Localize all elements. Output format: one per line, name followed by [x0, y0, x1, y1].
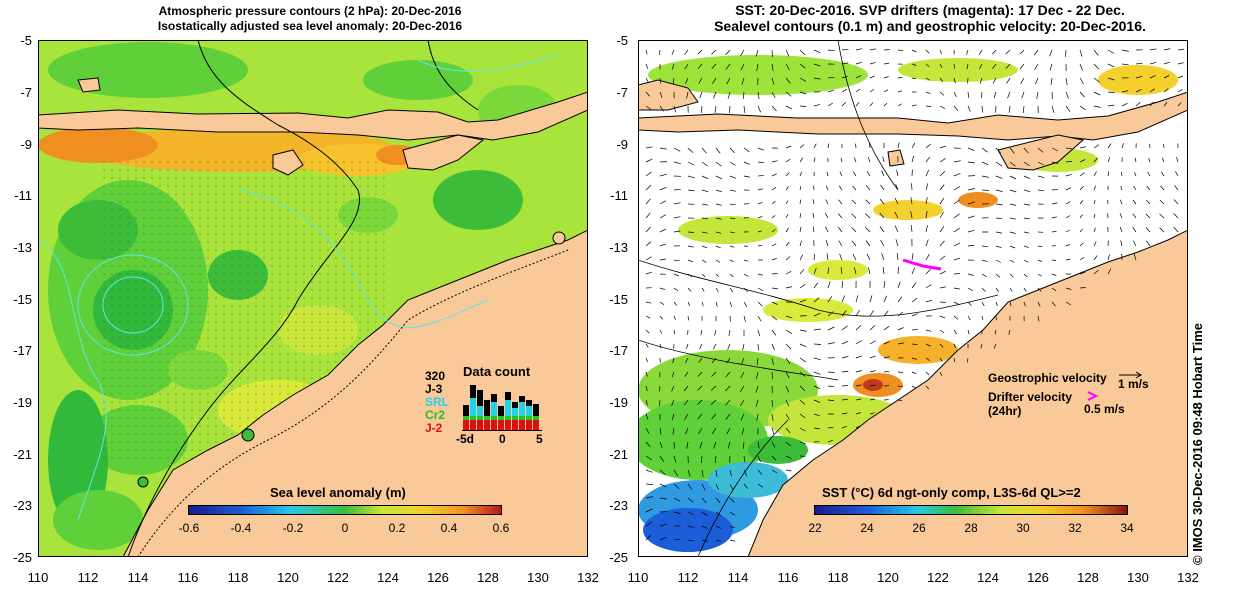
right-colorbar-tick: 24	[860, 521, 874, 535]
right-colorbar-tick: 22	[808, 521, 822, 535]
right-y-tick: -21	[609, 447, 628, 462]
right-colorbar-tick: 34	[1120, 521, 1134, 535]
drifter-velocity-label: Drifter velocity	[988, 390, 1073, 404]
pressure-contours	[127, 40, 479, 557]
left-y-tick: -5	[20, 33, 32, 48]
left-colorbar-tick: 0	[341, 521, 349, 535]
right-y-tick: -23	[609, 498, 628, 513]
data-count-chart	[462, 385, 542, 431]
left-y-tick: -25	[13, 550, 32, 565]
right-y-tick: -7	[616, 85, 628, 100]
left-colorbar-tick: 0.2	[388, 521, 406, 535]
left-colorbar-tick: -0.6	[178, 521, 200, 535]
right-colorbar-tick: 26	[912, 521, 926, 535]
left-y-tick: -17	[13, 343, 32, 358]
data-count-bars	[462, 385, 542, 431]
right-colorbar-tick: 28	[964, 521, 978, 535]
right-colorbar-title: SST (°C) 6d ngt-only comp, L3S-6d QL>=2	[822, 485, 1081, 500]
sea-level-contours	[38, 54, 559, 521]
right-y-tick: -5	[616, 33, 628, 48]
drifter-track	[902, 258, 942, 271]
left-colorbar-tick: -0.2	[282, 521, 304, 535]
left-y-tick: -13	[13, 240, 32, 255]
left-y-tick: -21	[13, 447, 32, 462]
right-x-tick: 120	[877, 570, 899, 585]
right-x-tick: 132	[1177, 570, 1199, 585]
right-y-tick: -19	[609, 395, 628, 410]
left-y-tick: -11	[14, 188, 32, 203]
map-frame	[38, 40, 588, 557]
right-y-tick: -13	[609, 240, 628, 255]
velocity-arrow-field	[645, 48, 1185, 542]
left-x-tick: 112	[77, 570, 99, 585]
left-x-tick: 126	[427, 570, 449, 585]
right-x-tick: 114	[727, 570, 749, 585]
land	[638, 79, 1188, 557]
left-x-tick: 128	[477, 570, 499, 585]
left-title-line1: Atmospheric pressure contours (2 hPa): 2…	[158, 4, 462, 18]
left-colorbar-tick: 0.4	[440, 521, 458, 535]
land	[38, 77, 588, 557]
right-x-tick: 124	[977, 570, 999, 585]
right-y-tick: -9	[616, 137, 628, 152]
sst-map	[638, 40, 1188, 557]
left-x-tick: 110	[27, 570, 49, 585]
satellite-j2: J-2	[425, 421, 443, 435]
data-count-max: 320	[425, 369, 446, 383]
right-colorbar-tick: 32	[1068, 521, 1082, 535]
geostrophic-velocity-scale: 1 m/s	[1118, 377, 1149, 391]
right-title-line2: Sealevel contours (0.1 m) and geostrophi…	[714, 18, 1146, 34]
satellite-srl: SRL	[425, 395, 449, 409]
right-x-tick: 126	[1027, 570, 1049, 585]
data-count-tick: -5d	[456, 432, 474, 446]
geostrophic-scale-arrow	[1119, 371, 1142, 379]
right-x-tick: 116	[777, 570, 799, 585]
sea-level-anomaly-map	[38, 40, 588, 557]
data-count-tick: 5	[536, 432, 543, 446]
drifter-velocity-period: (24hr)	[988, 404, 1022, 418]
left-colorbar-tick: 0.6	[492, 521, 510, 535]
left-x-tick: 114	[127, 570, 149, 585]
right-x-tick: 130	[1127, 570, 1149, 585]
drifter-velocity-scale: 0.5 m/s	[1084, 402, 1125, 416]
data-count-title: Data count	[463, 364, 531, 379]
right-y-tick: -15	[609, 292, 628, 307]
tide-gauge-markers	[137, 231, 566, 488]
right-y-tick: -11	[610, 188, 628, 203]
left-x-tick: 120	[277, 570, 299, 585]
right-title-line1: SST: 20-Dec-2016. SVP drifters (magenta)…	[735, 2, 1125, 18]
data-count-tick: 0	[499, 432, 506, 446]
right-x-tick: 112	[677, 570, 699, 585]
left-x-tick: 130	[527, 570, 549, 585]
left-x-tick: 116	[177, 570, 199, 585]
right-x-tick: 110	[627, 570, 649, 585]
right-x-tick: 128	[1077, 570, 1099, 585]
left-y-tick: -15	[13, 292, 32, 307]
left-x-tick: 118	[227, 570, 249, 585]
right-x-tick: 118	[827, 570, 849, 585]
left-y-tick: -23	[13, 498, 32, 513]
right-y-tick: -17	[609, 343, 628, 358]
map-frame	[638, 40, 1188, 557]
geostrophic-velocity-label: Geostrophic velocity	[988, 371, 1107, 385]
left-y-tick: -19	[13, 395, 32, 410]
drifter-scale-arrow	[1087, 391, 1099, 401]
right-colorbar-tick: 30	[1016, 521, 1030, 535]
left-colorbar	[188, 505, 502, 515]
satellite-cr2: Cr2	[425, 408, 446, 422]
left-title-line2: Isostatically adjusted sea level anomaly…	[157, 19, 463, 33]
right-colorbar	[814, 505, 1128, 515]
left-x-tick: 122	[327, 570, 349, 585]
satellite-j3: J-3	[425, 382, 443, 396]
left-colorbar-title: Sea level anomaly (m)	[270, 485, 406, 500]
credit-text: © IMOS 30-Dec-2016 09:48 Hobart Time	[1190, 323, 1205, 565]
left-x-tick: 124	[377, 570, 399, 585]
left-x-tick: 132	[577, 570, 599, 585]
left-y-tick: -7	[20, 85, 32, 100]
left-colorbar-tick: -0.4	[230, 521, 252, 535]
right-x-tick: 122	[927, 570, 949, 585]
left-y-tick: -9	[20, 137, 32, 152]
geostrophic-velocity-arrows	[645, 48, 1185, 542]
right-y-tick: -25	[609, 550, 628, 565]
